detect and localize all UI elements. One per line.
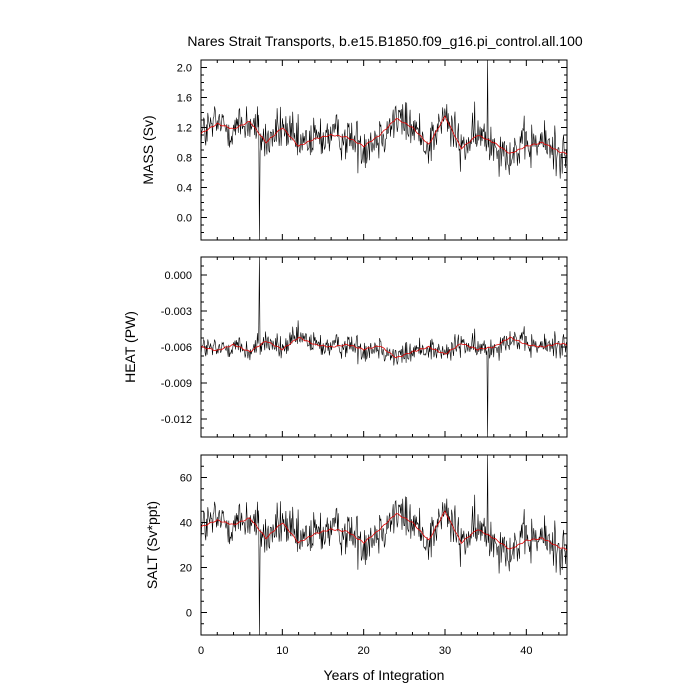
mass-ylabel: MASS (Sv)	[140, 115, 156, 184]
salt-raw-series	[200, 454, 568, 636]
xtick-label: 30	[439, 645, 451, 657]
heat-panel: 0.000 -0.003 -0.006 -0.009 -0.012 HEAT (PW)	[122, 256, 568, 438]
chart-title: Nares Strait Transports, b.e15.B1850.f09…	[187, 33, 583, 49]
salt-ytick-label: 40	[180, 518, 192, 530]
mass-ytick-label: 1.6	[177, 93, 192, 105]
heat-ytick-label: -0.009	[161, 378, 192, 390]
heat-ticks	[200, 257, 567, 438]
heat-smoothed-series	[200, 336, 568, 359]
heat-raw-series	[200, 256, 568, 438]
mass-panel: 2.0 1.6 1.2 0.8 0.4 0.0 MASS (Sv)	[140, 59, 568, 241]
heat-ytick-label: -0.012	[161, 414, 192, 426]
mass-smoothed-series	[200, 115, 568, 155]
xtick-label: 0	[198, 645, 204, 657]
xtick-label: 10	[276, 645, 288, 657]
heat-ylabel: HEAT (PW)	[122, 311, 138, 383]
xtick-label: 40	[520, 645, 532, 657]
heat-tick-labels: 0.000 -0.003 -0.006 -0.009 -0.012	[161, 270, 192, 426]
salt-ylabel: SALT (Sv*ppt)	[144, 501, 160, 589]
xtick-label: 20	[358, 645, 370, 657]
mass-ytick-label: 0.4	[177, 183, 192, 195]
salt-smoothed-series	[200, 510, 568, 551]
x-axis-label: Years of Integration	[324, 667, 445, 683]
mass-ytick-label: 0.0	[177, 213, 192, 225]
mass-ticks	[200, 60, 567, 241]
heat-ytick-label: -0.003	[161, 306, 192, 318]
salt-ytick-label: 60	[180, 473, 192, 485]
heat-ytick-label: -0.006	[161, 342, 192, 354]
mass-ytick-label: 0.8	[177, 153, 192, 165]
heat-ytick-label: 0.000	[164, 270, 192, 282]
mass-tick-labels: 2.0 1.6 1.2 0.8 0.4 0.0	[177, 63, 192, 225]
mass-raw-series	[200, 59, 568, 241]
salt-ytick-label: 20	[180, 563, 192, 575]
mass-ytick-label: 2.0	[177, 63, 192, 75]
salt-ytick-label: 0	[186, 608, 192, 620]
salt-panel: 60 40 20 0 0 10 20 30 40 SALT (Sv*ppt)	[144, 454, 568, 658]
mass-ytick-label: 1.2	[177, 123, 192, 135]
salt-tick-labels: 60 40 20 0 0 10 20 30 40	[180, 473, 533, 658]
